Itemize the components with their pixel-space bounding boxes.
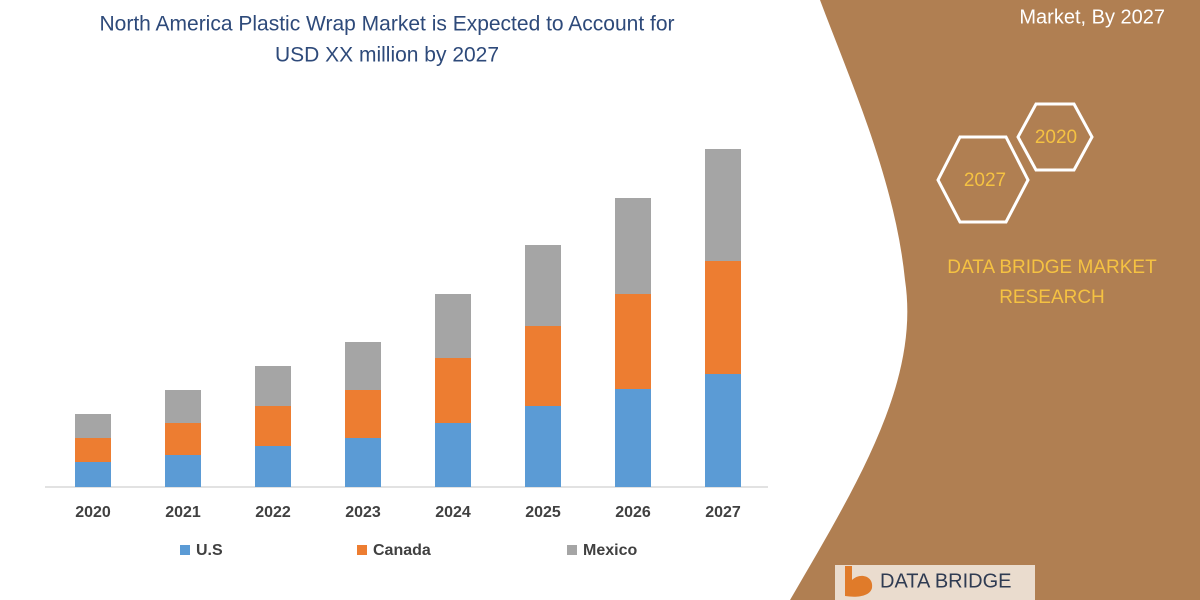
x-tick-label: 2026 [615, 504, 651, 521]
legend-label: U.S [196, 542, 223, 559]
bar-segment [255, 446, 291, 487]
hexagon-label: 2020 [1035, 127, 1077, 148]
bar-segment [435, 358, 471, 423]
bar-segment [705, 261, 741, 374]
bar-segment [345, 342, 381, 390]
bar-segment [75, 462, 111, 487]
bar-segment [255, 406, 291, 446]
bar-segment [75, 438, 111, 462]
hexagon [936, 135, 1030, 224]
chart-subtitle: USD XX million by 2027 [275, 44, 499, 67]
hexagon [1016, 102, 1094, 172]
bar-segment [705, 374, 741, 487]
x-tick-label: 2027 [705, 504, 741, 521]
bar-segment [165, 390, 201, 423]
brand-text: RESEARCH [999, 287, 1105, 308]
bar-segment [525, 326, 561, 406]
x-tick-label: 2025 [525, 504, 561, 521]
bar-segment [165, 423, 201, 455]
logo-text: DATA BRIDGE [880, 570, 1012, 592]
bar-segment [345, 438, 381, 487]
bar-segment [615, 389, 651, 487]
bar-segment [345, 390, 381, 438]
bar-segment [255, 366, 291, 406]
hexagon-label: 2027 [964, 170, 1006, 191]
bar-segment [525, 245, 561, 326]
bar-segment [525, 406, 561, 487]
legend-swatch [567, 545, 577, 555]
x-tick-label: 2020 [75, 504, 111, 521]
x-tick-label: 2023 [345, 504, 381, 521]
bar-segment [165, 455, 201, 487]
panel-heading: Market, By 2027 [1019, 6, 1165, 28]
bar-segment [435, 423, 471, 487]
chart-title: North America Plastic Wrap Market is Exp… [99, 13, 674, 36]
bar-segment [705, 149, 741, 261]
legend-label: Mexico [583, 542, 637, 559]
x-tick-label: 2024 [435, 504, 471, 521]
legend-swatch [180, 545, 190, 555]
x-tick-label: 2021 [165, 504, 201, 521]
bar-segment [615, 198, 651, 294]
side-panel [790, 0, 1200, 600]
legend-label: Canada [373, 542, 431, 559]
x-tick-label: 2022 [255, 504, 291, 521]
bar-segment [615, 294, 651, 389]
brand-text: DATA BRIDGE MARKET [947, 257, 1157, 278]
bar-segment [435, 294, 471, 358]
logo-mark [845, 566, 873, 597]
bar-segment [75, 414, 111, 438]
legend-swatch [357, 545, 367, 555]
